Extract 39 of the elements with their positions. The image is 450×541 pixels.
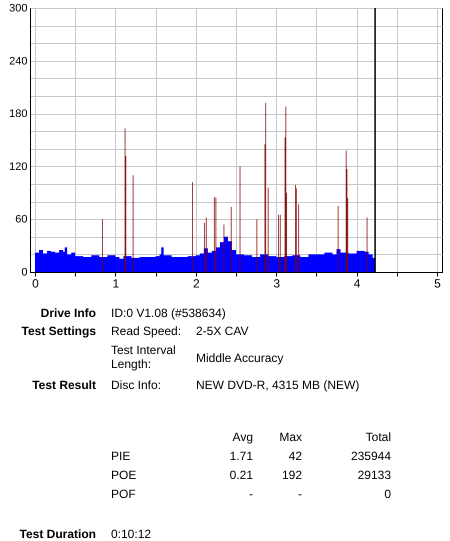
text: 235944 [350, 449, 391, 463]
text: POF [111, 487, 136, 501]
y-tick-label: 180 [9, 108, 28, 120]
text: Disc Info: [111, 378, 162, 392]
text: Test Duration [20, 527, 96, 541]
text: 1.71 [230, 449, 253, 463]
text: Middle Accuracy [196, 351, 284, 365]
text: 0:10:12 [111, 527, 152, 541]
text: ID:0 V1.08 (#538634) [111, 306, 226, 320]
text: Total [366, 430, 391, 444]
x-tick-label: 5 [434, 276, 442, 290]
text: 2-5X CAV [196, 324, 248, 338]
y-tick-label: 240 [9, 55, 28, 68]
x-tick-label: 0 [32, 276, 40, 290]
x-tick-label: 2 [192, 276, 200, 290]
text: Avg [232, 430, 253, 444]
text: Test Interval Length: [111, 343, 177, 371]
text: PIE [111, 449, 130, 463]
y-tick-label: 60 [15, 214, 28, 226]
y-tick-label: 0 [21, 266, 28, 278]
x-tick-label: 3 [273, 276, 280, 290]
text: POE [111, 468, 136, 482]
text: 29133 [358, 468, 391, 482]
text: Max [279, 430, 302, 444]
text: - [249, 487, 253, 501]
text: Read Speed: [111, 324, 182, 338]
text: Drive Info [40, 306, 96, 320]
x-tick-label: 1 [112, 276, 120, 290]
x-tick-label: 4 [354, 276, 361, 290]
y-tick-label: 120 [9, 160, 28, 173]
text: - [298, 487, 302, 501]
text: 42 [288, 449, 302, 463]
text: 0 [384, 487, 391, 501]
text: NEW DVD-R, 4315 MB (NEW) [196, 378, 360, 392]
text: Test Settings [22, 324, 96, 338]
text: 192 [282, 468, 302, 482]
text: Test Result [32, 378, 96, 392]
y-tick-label: 300 [9, 2, 28, 14]
text: 0.21 [230, 468, 253, 482]
